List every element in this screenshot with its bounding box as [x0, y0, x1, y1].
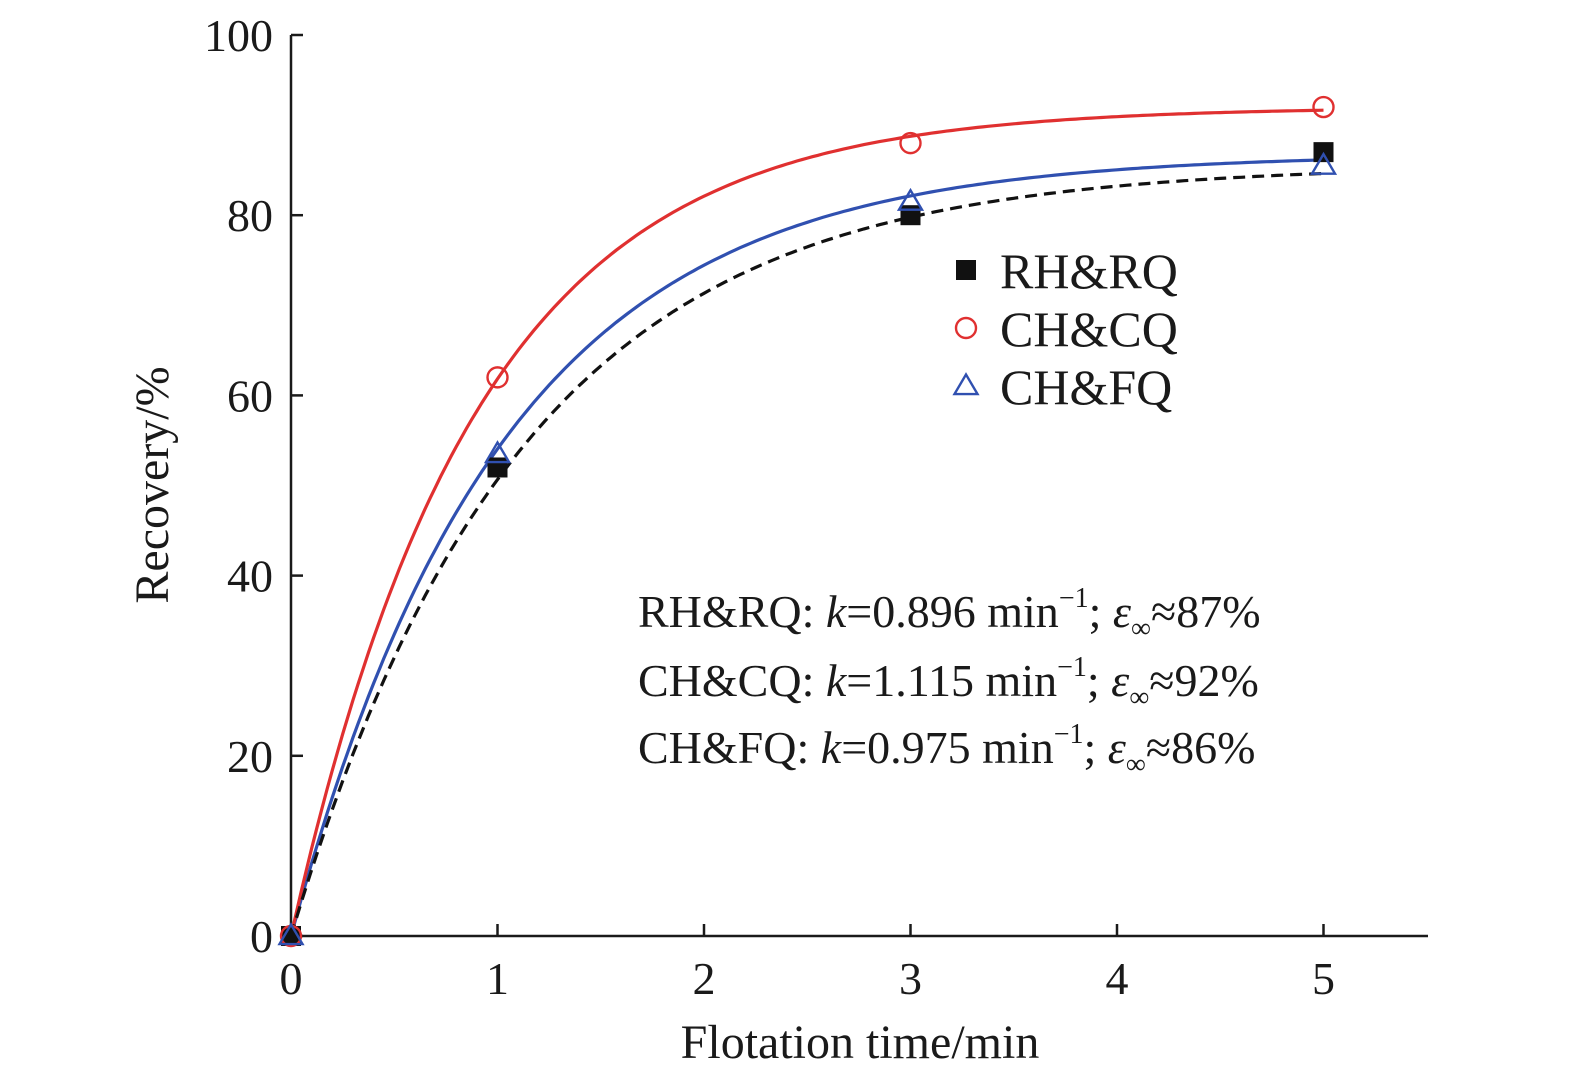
legend-marker-ch-fq [952, 372, 980, 396]
x-tick-label-5: 5 [1312, 953, 1335, 1004]
axes [289, 35, 1428, 938]
fit-annotation-2: CH&FQ: k=0.975 min−1; ε∞≈86% [638, 719, 1255, 780]
y-tick-label-100: 100 [204, 10, 273, 61]
legend-label-ch-fq: CH&FQ [1000, 359, 1172, 415]
point-ch-fq-3 [1309, 151, 1338, 175]
fit-annotations: RH&RQ: k=0.896 min−1; ε∞≈87% CH&CQ: k=1.1… [638, 583, 1261, 780]
point-rh-rq-1 [487, 457, 508, 478]
fit-curve-ch-cq [289, 108, 1324, 937]
x-tick-label-4: 4 [1106, 953, 1129, 1004]
ticks: 0 1 2 3 4 5 0 20 40 60 80 100 [204, 10, 1335, 1004]
y-tick-label-0: 0 [250, 911, 273, 962]
x-tick-label-2: 2 [693, 953, 716, 1004]
point-ch-cq-3 [1312, 95, 1335, 119]
fit-curves [289, 108, 1324, 937]
legend-label-ch-cq: CH&CQ [1000, 301, 1178, 357]
point-ch-fq-0 [277, 922, 305, 946]
point-ch-cq-1 [486, 366, 509, 389]
y-axis-title: Recovery/% [126, 366, 179, 603]
point-ch-fq-1 [483, 440, 512, 464]
fit-curve-ch-fq [289, 158, 1324, 937]
y-tick-label-40: 40 [227, 551, 273, 602]
y-tick-label-60: 60 [227, 370, 273, 421]
fit-curve-rh-rq [289, 171, 1324, 937]
point-rh-rq-2 [900, 205, 921, 226]
point-ch-cq-2 [899, 131, 922, 155]
x-tick-label-3: 3 [899, 953, 922, 1004]
x-tick-label-1: 1 [486, 953, 509, 1004]
x-tick-label-0: 0 [280, 953, 303, 1004]
fit-annotation-1: CH&CQ: k=1.115 min−1; ε∞≈92% [638, 652, 1259, 713]
y-tick-label-80: 80 [227, 190, 273, 241]
fit-annotation-0: RH&RQ: k=0.896 min−1; ε∞≈87% [638, 583, 1261, 644]
legend-marker-rh-rq [956, 260, 976, 280]
legend-marker-ch-cq [954, 316, 978, 340]
legend-label-rh-rq: RH&RQ [1000, 243, 1178, 299]
data-markers [277, 95, 1338, 948]
y-tick-label-20: 20 [227, 731, 273, 782]
point-ch-fq-2 [896, 187, 925, 211]
x-axis-title: Flotation time/min [681, 1016, 1040, 1069]
